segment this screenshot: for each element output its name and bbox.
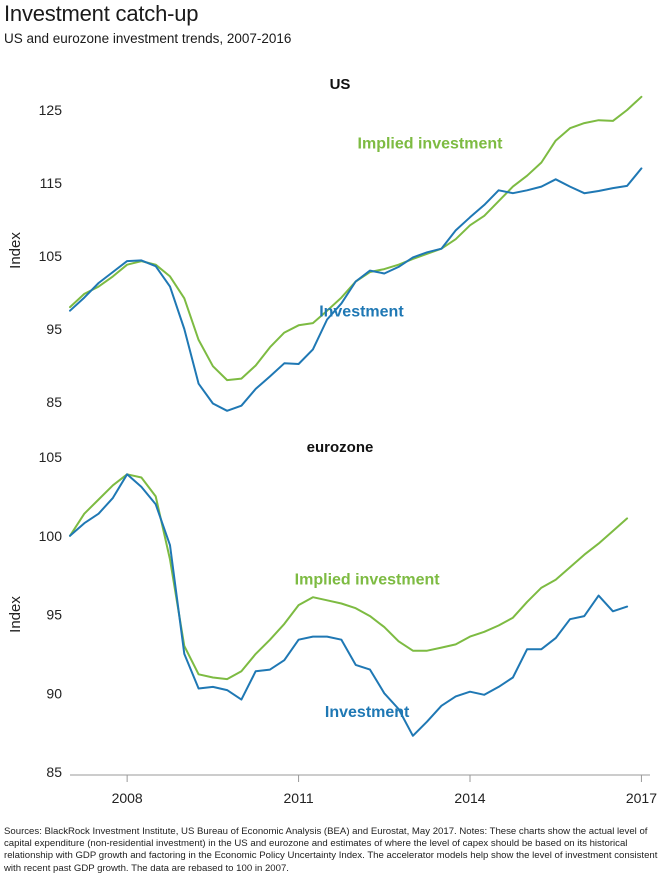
y-tick-label-us-125: 125 (39, 102, 63, 118)
panel-title-eurozone: eurozone (307, 439, 374, 456)
annotation-eurozone-investment: Investment (325, 704, 410, 721)
series-line-eurozone-investment (69, 473, 629, 737)
series-line-eurozone-implied-investment (69, 473, 629, 681)
y-axis-label-eurozone: Index (7, 596, 24, 633)
series-line-us-investment (69, 167, 643, 412)
source-notes: Sources: BlackRock Investment Institute,… (4, 826, 658, 874)
y-axis-label-us: Index (7, 232, 24, 269)
annotation-eurozone-implied-investment: Implied investment (295, 572, 441, 589)
chart-subtitle: US and eurozone investment trends, 2007-… (4, 31, 292, 46)
y-tick-label-us-105: 105 (39, 248, 63, 264)
annotation-us-implied-investment: Implied investment (358, 136, 504, 153)
y-tick-label-eurozone-105: 105 (39, 449, 63, 465)
y-tick-label-eurozone-100: 100 (39, 528, 63, 544)
x-tick-label-2014: 2014 (454, 790, 485, 806)
y-tick-label-us-85: 85 (46, 394, 62, 410)
y-tick-label-eurozone-90: 90 (46, 685, 62, 701)
y-tick-label-us-95: 95 (46, 321, 62, 337)
y-tick-label-eurozone-95: 95 (46, 607, 62, 623)
annotation-us-investment: Investment (319, 304, 404, 321)
x-tick-label-2011: 2011 (284, 790, 314, 806)
series-line-us-implied-investment (69, 95, 643, 382)
panel-title-us: US (330, 76, 351, 93)
x-tick-label-2017: 2017 (626, 790, 657, 806)
x-tick-label-2008: 2008 (112, 790, 143, 806)
y-tick-label-eurozone-85: 85 (46, 764, 62, 780)
y-tick-label-us-115: 115 (40, 175, 63, 191)
chart-title: Investment catch-up (4, 1, 199, 26)
